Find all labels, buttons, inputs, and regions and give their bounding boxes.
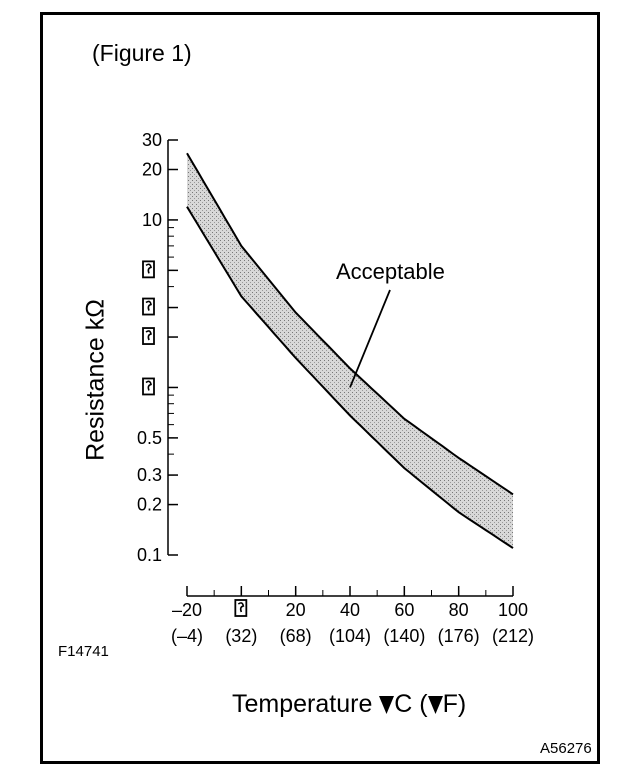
y-tick-label: 0.1 <box>137 545 162 565</box>
x-axis-unit-f: F) <box>442 690 467 718</box>
annotation-leader-line <box>349 289 391 388</box>
y-tick-glyph-icon <box>145 330 152 341</box>
x-tick-label-celsius: 40 <box>340 600 360 620</box>
x-tick-label-fahrenheit: (212) <box>492 626 534 646</box>
x-tick-label-fahrenheit: (140) <box>383 626 425 646</box>
annotation-label: Acceptable <box>336 259 445 284</box>
x-tick-label-celsius: 100 <box>498 600 528 620</box>
x-axis-label-prefix: Temperature <box>232 690 380 718</box>
figure-frame <box>40 12 600 764</box>
x-axis-unit-c: C ( <box>394 690 428 718</box>
x-tick-label-celsius: 60 <box>394 600 414 620</box>
upper-limit-line <box>186 152 514 496</box>
x-tick-label-fahrenheit: (176) <box>438 626 480 646</box>
y-axis-label: Resistance kΩ <box>81 299 110 461</box>
degree-glyph-icon <box>379 696 395 714</box>
x-tick-label-fahrenheit: (32) <box>225 626 257 646</box>
acceptable-band-area <box>187 153 513 549</box>
y-tick-glyph-icon <box>145 300 152 311</box>
y-tick-label: 0.3 <box>137 465 162 485</box>
x-axis-label: Temperature C ( F) <box>232 690 466 719</box>
x-tick-label-fahrenheit: (104) <box>329 626 371 646</box>
figure-label: (Figure 1) <box>92 40 192 66</box>
degree-glyph-icon <box>427 696 443 714</box>
x-tick-label-celsius: 80 <box>449 600 469 620</box>
figure-code-left: F14741 <box>58 643 109 660</box>
x-tick-label-fahrenheit: (–4) <box>171 626 203 646</box>
y-tick-label: 0.2 <box>137 495 162 515</box>
figure-code-right: A56276 <box>540 740 592 757</box>
x-tick-label-celsius: –20 <box>172 600 202 620</box>
y-tick-glyph-icon <box>145 380 152 391</box>
lower-limit-line <box>186 206 514 549</box>
x-tick-label-fahrenheit: (68) <box>280 626 312 646</box>
y-tick-label: 0.5 <box>137 428 162 448</box>
y-tick-label: 30 <box>142 130 162 150</box>
y-tick-label: 20 <box>142 160 162 180</box>
x-tick-label-celsius: 20 <box>286 600 306 620</box>
y-tick-glyph-icon <box>145 263 152 274</box>
y-tick-label: 10 <box>142 210 162 230</box>
x-tick-glyph-icon <box>237 602 245 613</box>
